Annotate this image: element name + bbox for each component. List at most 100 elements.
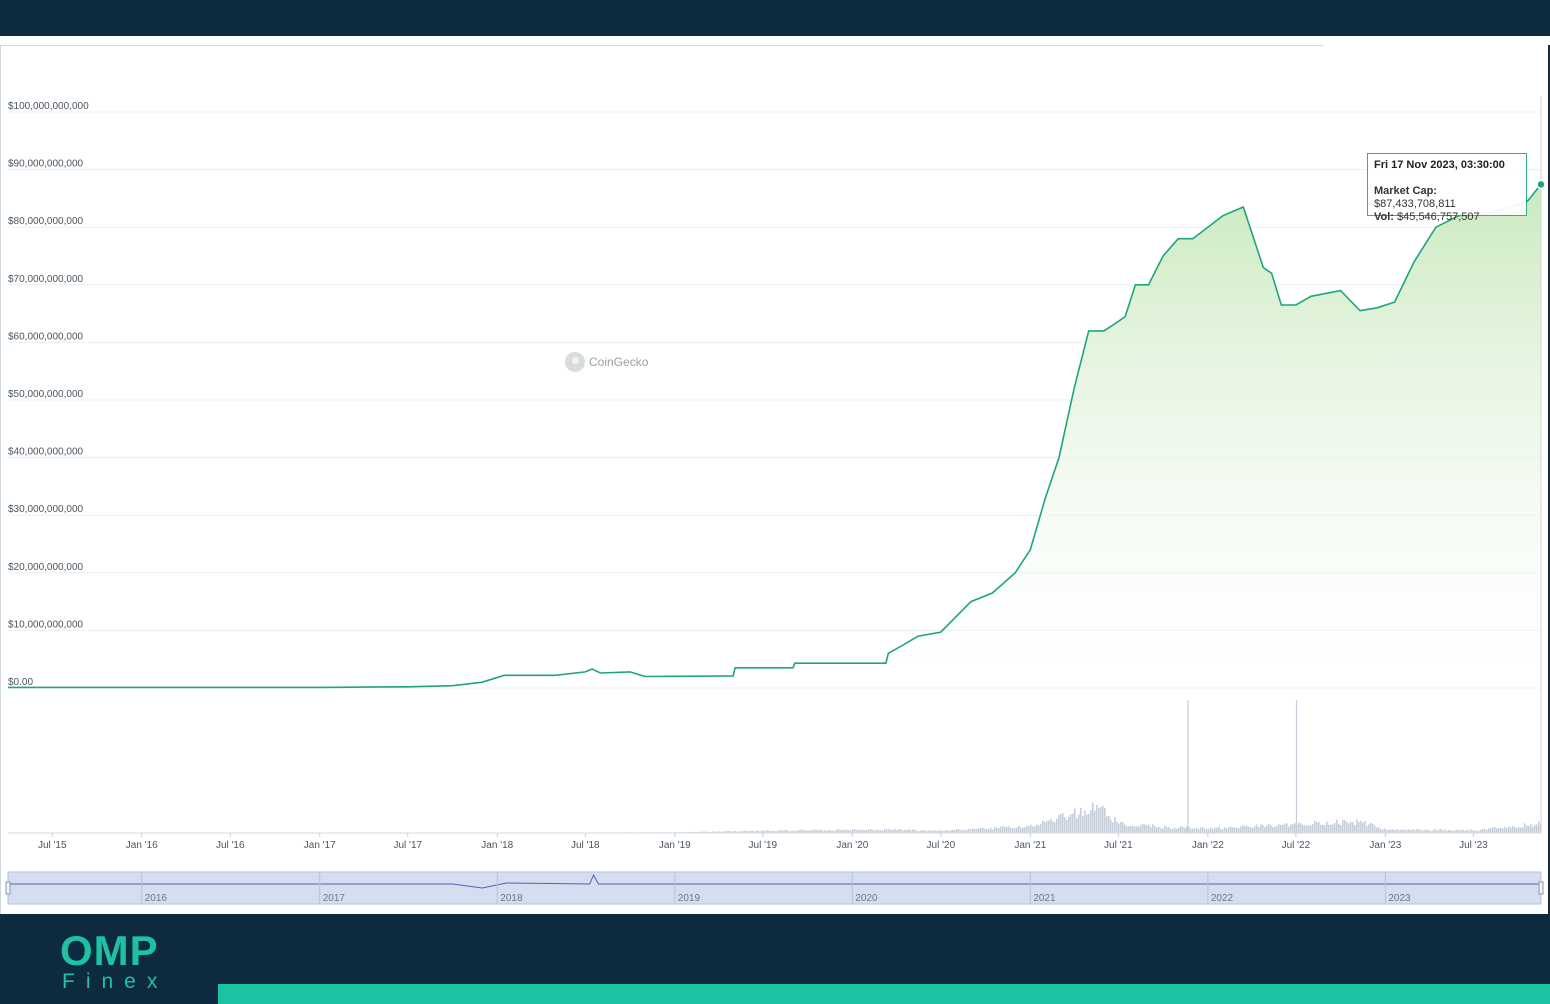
volume-bar bbox=[1528, 826, 1530, 833]
volume-bar bbox=[1252, 828, 1254, 833]
volume-bar bbox=[1530, 823, 1532, 833]
volume-bar bbox=[856, 829, 858, 833]
volume-bar bbox=[1334, 822, 1336, 833]
volume-bar bbox=[1242, 825, 1244, 833]
volume-bar bbox=[1400, 829, 1402, 833]
volume-bar bbox=[788, 831, 790, 833]
range-navigator[interactable]: 2016 2017 2018 2019 2020 2021 2022 2023 bbox=[5, 871, 1544, 905]
volume-bar bbox=[868, 829, 870, 833]
volume-bar bbox=[1388, 829, 1390, 833]
volume-bar bbox=[1018, 826, 1020, 833]
volume-bar bbox=[1062, 813, 1064, 833]
volume-bar bbox=[966, 829, 968, 833]
volume-bar bbox=[1498, 828, 1500, 833]
volume-bar bbox=[1136, 826, 1138, 833]
volume-bar bbox=[1340, 824, 1342, 833]
navigator-track[interactable] bbox=[7, 871, 1542, 905]
x-tick-label: Jul '19 bbox=[749, 840, 778, 851]
x-tick-label: Jul '16 bbox=[216, 840, 245, 851]
volume-bar bbox=[842, 829, 844, 833]
volume-bar bbox=[1210, 827, 1212, 833]
tooltip-market-cap-row: Market Cap: $87,433,708,811 bbox=[1374, 185, 1520, 211]
volume-bar bbox=[1392, 829, 1394, 833]
volume-bar bbox=[1188, 826, 1190, 833]
volume-bar bbox=[912, 829, 914, 833]
volume-bar bbox=[1438, 829, 1440, 833]
volume-bar bbox=[730, 831, 732, 833]
volume-bar bbox=[874, 830, 876, 833]
volume-bar bbox=[1056, 818, 1058, 833]
volume-bar bbox=[952, 829, 954, 833]
y-tick-label: $80,000,000,000 bbox=[8, 216, 84, 227]
volume-bar bbox=[768, 830, 770, 833]
volume-bar bbox=[1524, 823, 1526, 833]
volume-bar bbox=[1412, 829, 1414, 833]
volume-bar bbox=[780, 830, 782, 833]
volume-bar bbox=[1394, 830, 1396, 833]
volume-bar bbox=[938, 830, 940, 833]
volume-bar bbox=[1396, 829, 1398, 833]
volume-bar bbox=[962, 829, 964, 833]
volume-bar bbox=[1462, 829, 1464, 833]
volume-bar bbox=[1370, 822, 1372, 833]
volume-bar bbox=[936, 831, 938, 833]
volume-bar bbox=[802, 829, 804, 833]
volume-bar bbox=[1520, 827, 1522, 833]
volume-bar bbox=[1484, 829, 1486, 833]
volume-bar bbox=[988, 828, 990, 833]
volume-bar bbox=[1410, 830, 1412, 833]
volume-bar bbox=[1028, 826, 1030, 833]
volume-bar bbox=[958, 829, 960, 833]
volume-bar bbox=[1312, 824, 1314, 833]
volume-bar bbox=[1086, 814, 1088, 833]
tooltip-date: Fri 17 Nov 2023, 03:30:00 bbox=[1374, 159, 1505, 171]
volume-bar bbox=[1008, 826, 1010, 833]
volume-bar bbox=[844, 829, 846, 833]
volume-spike bbox=[1187, 700, 1189, 833]
volume-bar bbox=[1128, 826, 1130, 833]
volume-bar bbox=[750, 830, 752, 833]
volume-bar bbox=[1350, 821, 1352, 833]
volume-bar bbox=[1020, 827, 1022, 833]
volume-bar bbox=[1348, 823, 1350, 833]
market-cap-line bbox=[8, 183, 1542, 689]
volume-bar bbox=[1344, 820, 1346, 833]
volume-bar bbox=[700, 831, 702, 833]
volume-bar bbox=[834, 830, 836, 833]
volume-bar bbox=[974, 828, 976, 833]
volume-bar bbox=[972, 828, 974, 833]
volume-bar bbox=[774, 831, 776, 833]
volume-bar bbox=[1466, 829, 1468, 833]
volume-bar bbox=[1206, 828, 1208, 833]
volume-bar bbox=[1150, 827, 1152, 833]
volume-bar bbox=[1196, 827, 1198, 833]
volume-bar bbox=[1382, 829, 1384, 833]
navigator-handle-right[interactable] bbox=[1538, 881, 1544, 895]
volume-bar bbox=[1218, 826, 1220, 833]
volume-bar bbox=[1016, 827, 1018, 833]
volume-bar bbox=[698, 831, 700, 833]
volume-bar bbox=[1140, 824, 1142, 833]
volume-bar bbox=[870, 828, 872, 833]
market-cap-chart[interactable]: $0.00 $10,000,000,000 $20,000,000,000 $30,0… bbox=[0, 36, 1550, 914]
volume-bar bbox=[994, 827, 996, 833]
volume-bar bbox=[1480, 829, 1482, 833]
volume-bar bbox=[786, 829, 788, 833]
navigator-handle-left[interactable] bbox=[5, 881, 11, 895]
y-tick-label: $20,000,000,000 bbox=[8, 562, 84, 573]
volume-bar bbox=[1170, 828, 1172, 833]
volume-bar bbox=[1152, 824, 1154, 833]
volume-bar bbox=[1534, 824, 1536, 833]
volume-bar bbox=[1054, 822, 1056, 833]
top-band bbox=[0, 0, 1550, 36]
navigator-year-label: 2017 bbox=[323, 893, 346, 904]
volume-bar bbox=[1284, 823, 1286, 833]
volume-bar bbox=[1226, 828, 1228, 833]
volume-bar bbox=[1088, 814, 1090, 833]
volume-bar bbox=[760, 831, 762, 833]
volume-bar bbox=[1244, 825, 1246, 833]
volume-bar bbox=[1000, 826, 1002, 833]
volume-bars bbox=[8, 700, 1542, 834]
volume-bar bbox=[864, 830, 866, 833]
volume-bar bbox=[1112, 822, 1114, 833]
